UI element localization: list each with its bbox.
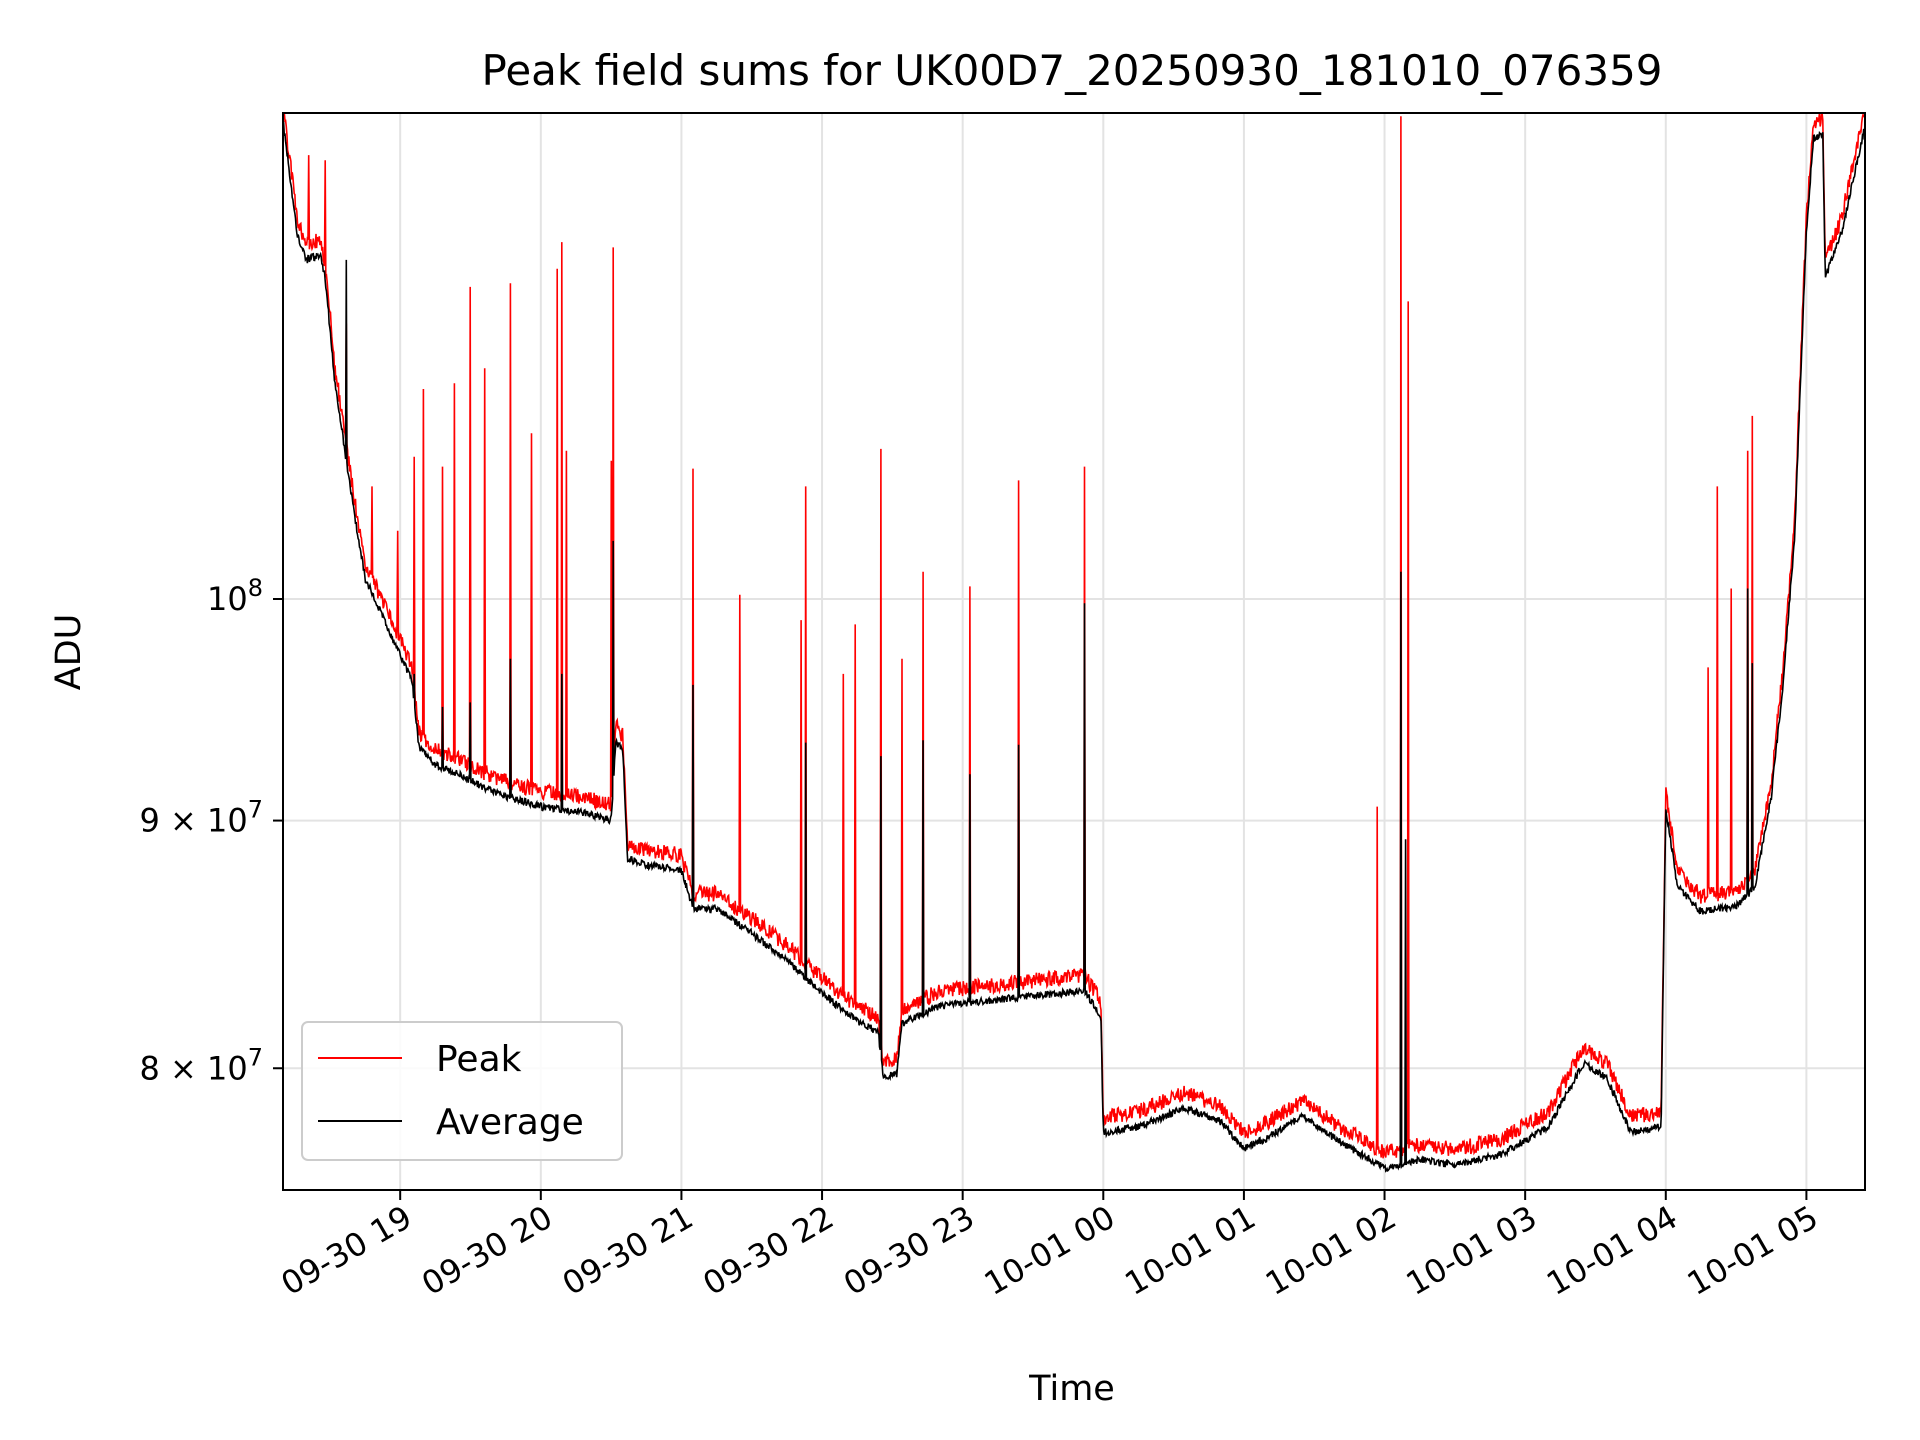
legend-label: Average: [436, 1102, 584, 1143]
grid-lines: [283, 113, 1865, 1190]
y-axis-title: ADU: [49, 614, 89, 691]
series-line-peak: [283, 113, 1865, 1159]
chart-title: Peak field sums for UK00D7_20250930_1810…: [481, 46, 1662, 95]
legend-label: Peak: [436, 1039, 522, 1080]
x-axis-title: Time: [1028, 1369, 1115, 1409]
plot-frame: [282, 112, 1866, 1191]
series-line-average: [283, 121, 1865, 1173]
y-axis: 8 × 107 9 × 107 108: [139, 574, 283, 1087]
legend: Peak Average: [301, 1021, 623, 1161]
legend-box: [301, 1021, 623, 1161]
y-tick-label: 8 × 107: [139, 1043, 263, 1087]
y-tick-label: 9 × 107: [139, 796, 263, 840]
series-layer: [283, 113, 1865, 1173]
y-tick-label: 108: [207, 574, 263, 618]
